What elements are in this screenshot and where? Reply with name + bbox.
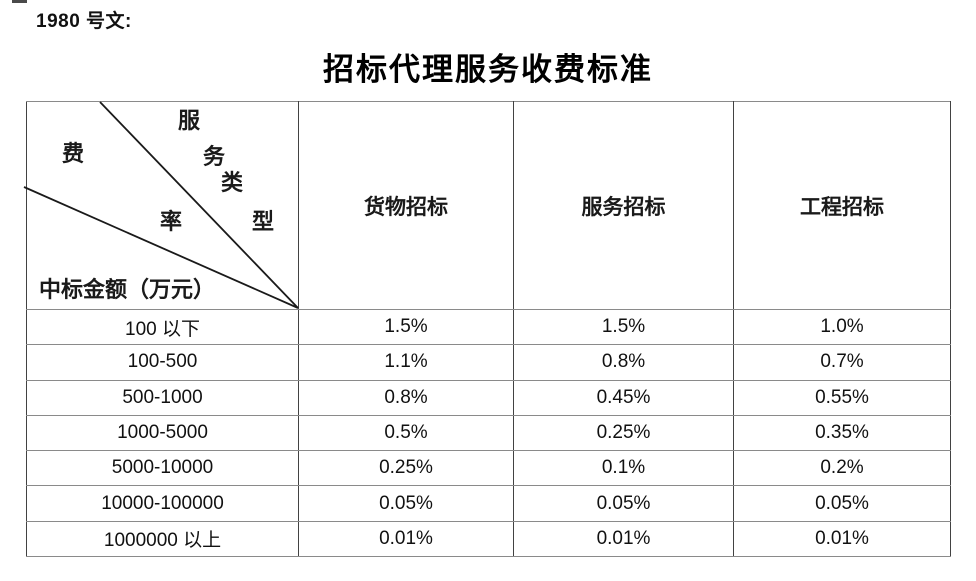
table-row: 10000-100000 0.05% 0.05% 0.05% <box>26 485 951 522</box>
rate-cell: 0.5% <box>298 414 514 452</box>
table-row: 500-1000 0.8% 0.45% 0.55% <box>26 379 951 416</box>
corner-type-char: 型 <box>252 209 275 234</box>
header-row: 服 费 务 类 率 型 中标金额（万元） 货物招标 服务招标 工程招标 <box>23 101 951 310</box>
page-title: 招标代理服务收费标准 <box>323 52 653 87</box>
rate-cell: 0.01% <box>298 520 514 558</box>
diagonal-corner-cell: 服 费 务 类 率 型 中标金额（万元） <box>23 101 299 310</box>
corner-type-char: 务 <box>203 144 226 169</box>
amount-range-cell: 1000000 以上 <box>26 520 299 558</box>
table-row: 1000000 以上 0.01% 0.01% 0.01% <box>26 520 951 558</box>
rate-cell: 0.45% <box>513 379 734 416</box>
fee-rate-table: 服 费 务 类 率 型 中标金额（万元） 货物招标 服务招标 工程招标 100 … <box>23 101 951 558</box>
corner-fee-char: 费 <box>62 141 85 166</box>
rate-cell: 0.25% <box>513 414 734 452</box>
rate-cell: 0.05% <box>513 485 734 522</box>
amount-range-cell: 500-1000 <box>26 379 299 416</box>
column-header-engineering: 工程招标 <box>733 101 951 310</box>
column-header-goods: 货物招标 <box>298 101 514 310</box>
rate-cell: 1.1% <box>298 344 514 381</box>
rate-cell: 1.0% <box>733 308 951 346</box>
diagonal-lines <box>23 101 299 309</box>
rate-cell: 0.8% <box>298 379 514 416</box>
rate-cell: 0.2% <box>733 450 951 487</box>
screen-edge-artifact <box>12 0 27 3</box>
table-row: 1000-5000 0.5% 0.25% 0.35% <box>26 414 951 452</box>
amount-range-cell: 10000-100000 <box>26 485 299 522</box>
rate-cell: 1.5% <box>298 308 514 346</box>
rate-cell: 0.05% <box>298 485 514 522</box>
rate-cell: 0.7% <box>733 344 951 381</box>
rate-cell: 1.5% <box>513 308 734 346</box>
table-row: 100-500 1.1% 0.8% 0.7% <box>26 344 951 381</box>
amount-range-cell: 1000-5000 <box>26 414 299 452</box>
rate-cell: 0.25% <box>298 450 514 487</box>
rate-cell: 0.55% <box>733 379 951 416</box>
row-axis-label: 中标金额（万元） <box>39 277 216 302</box>
rate-cell: 0.35% <box>733 414 951 452</box>
table-row: 100 以下 1.5% 1.5% 1.0% <box>26 308 951 346</box>
column-header-service: 服务招标 <box>513 101 734 310</box>
amount-range-cell: 100-500 <box>26 344 299 381</box>
corner-type-char: 类 <box>221 170 244 195</box>
amount-range-cell: 5000-10000 <box>26 450 299 487</box>
rate-cell: 0.1% <box>513 450 734 487</box>
rate-cell: 0.01% <box>513 520 734 558</box>
table-row: 5000-10000 0.25% 0.1% 0.2% <box>26 450 951 487</box>
corner-fee-char: 率 <box>160 209 183 234</box>
doc-number: 1980 号文: <box>36 11 132 32</box>
corner-type-char: 服 <box>178 108 201 133</box>
rate-cell: 0.8% <box>513 344 734 381</box>
amount-range-cell: 100 以下 <box>26 308 299 346</box>
rate-cell: 0.05% <box>733 485 951 522</box>
rate-cell: 0.01% <box>733 520 951 558</box>
